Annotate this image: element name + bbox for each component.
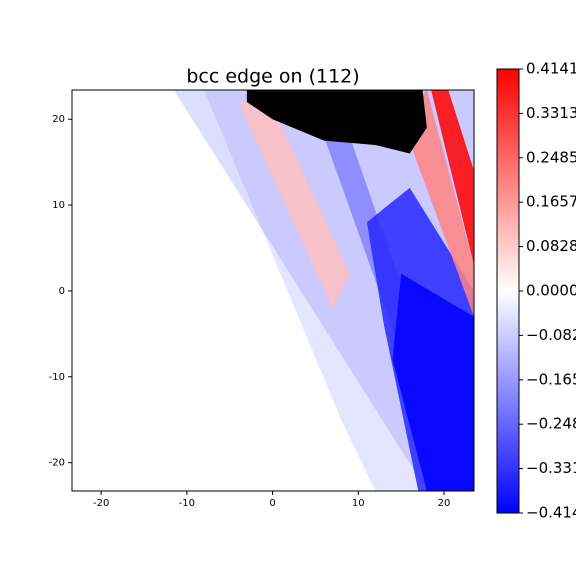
colorbar-tick-label: −0.3313 [526, 459, 576, 477]
atom-cluster [246, 90, 427, 154]
colorbar-tick-label: −0.0828 [526, 326, 576, 344]
colorbar [496, 68, 520, 514]
x-tick-label: -10 [179, 498, 195, 509]
heatmap-cell [238, 102, 350, 309]
colorbar-tick-label: 0.4141 [526, 60, 576, 78]
colorbar-tick-label: 0.1657 [526, 193, 576, 211]
y-tick-label: 10 [52, 200, 65, 211]
chart-title: bcc edge on (112) [186, 66, 359, 88]
heatmap-cell [401, 90, 474, 317]
heatmap-cell [392, 273, 474, 491]
colorbar-tick-label: 0.3313 [526, 104, 576, 122]
x-tick-label: 20 [438, 498, 451, 509]
colorbar-tick-label: 0.2485 [526, 148, 576, 166]
x-tick-label: 10 [352, 498, 365, 509]
colorbar-tick-label: −0.1657 [526, 370, 576, 388]
y-tick-label: -20 [49, 458, 65, 469]
y-tick-label: 0 [59, 286, 65, 297]
colorbar-tick-label: 0.0828 [526, 237, 576, 255]
colorbar-tick-label: 0.0000 [526, 282, 576, 300]
y-tick-label: 20 [52, 114, 65, 125]
colorbar-tick-label: −0.4141 [526, 504, 576, 522]
heatmap-cell [431, 90, 474, 266]
colorbar-tick-label: −0.2485 [526, 415, 576, 433]
x-tick-label: -20 [93, 498, 109, 509]
x-tick-label: 0 [269, 498, 275, 509]
plot-area [174, 90, 474, 491]
y-tick-label: -10 [49, 372, 65, 383]
heatmap-cell [174, 90, 427, 491]
